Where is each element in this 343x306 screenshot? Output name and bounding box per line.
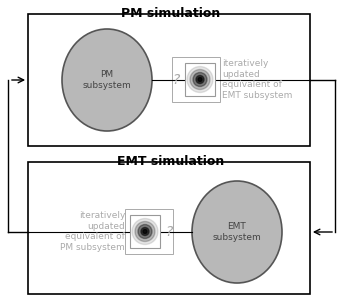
Circle shape bbox=[187, 66, 213, 92]
Text: iteratively
updated
equivalent of
EMT subsystem: iteratively updated equivalent of EMT su… bbox=[222, 59, 292, 99]
Text: PM simulation: PM simulation bbox=[121, 7, 221, 20]
Circle shape bbox=[143, 230, 147, 233]
Ellipse shape bbox=[192, 181, 282, 283]
Bar bbox=[125, 209, 173, 254]
Text: PM
subsystem: PM subsystem bbox=[83, 70, 131, 90]
Text: EMT simulation: EMT simulation bbox=[117, 155, 225, 168]
Circle shape bbox=[141, 227, 149, 236]
Bar bbox=[185, 63, 215, 96]
Bar bbox=[130, 215, 160, 248]
Circle shape bbox=[135, 222, 155, 241]
Bar bbox=[28, 162, 310, 294]
Text: iteratively
updated
equivalent of
PM subsystem: iteratively updated equivalent of PM sub… bbox=[60, 211, 125, 252]
Text: ?: ? bbox=[172, 73, 180, 87]
Bar bbox=[28, 14, 310, 146]
Circle shape bbox=[138, 225, 152, 238]
Ellipse shape bbox=[62, 29, 152, 131]
Circle shape bbox=[190, 69, 210, 89]
Text: EMT
subsystem: EMT subsystem bbox=[213, 222, 261, 242]
Circle shape bbox=[196, 76, 204, 84]
Circle shape bbox=[193, 73, 207, 87]
Circle shape bbox=[132, 218, 158, 244]
Text: ?: ? bbox=[165, 225, 173, 238]
Circle shape bbox=[198, 77, 202, 81]
Bar bbox=[172, 57, 220, 102]
